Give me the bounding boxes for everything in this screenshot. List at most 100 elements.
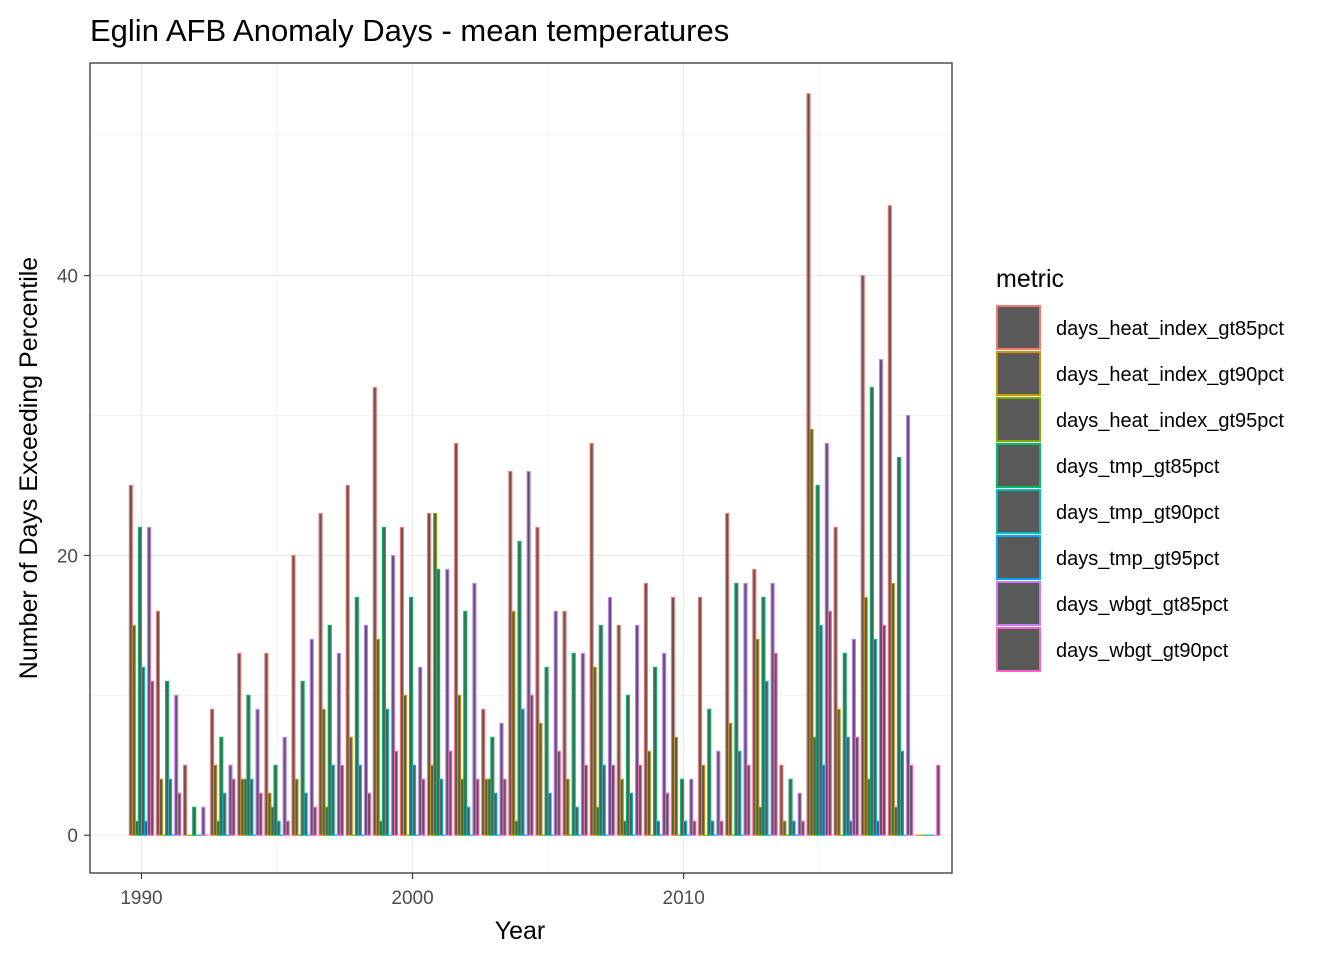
bar-days_heat_index_gt85pct-2008	[616, 624, 621, 836]
bar-days_heat_index_gt85pct-1997	[318, 512, 323, 836]
legend-label-days_wbgt_gt85pct: days_wbgt_gt85pct	[1056, 594, 1229, 616]
bar-days_heat_index_gt90pct-2016	[836, 708, 841, 836]
bar-days_tmp_gt85pct-1995	[273, 764, 278, 836]
bar-days_heat_index_gt85pct-1998	[345, 484, 350, 836]
bar-days_wbgt_gt90pct-2002	[475, 778, 480, 836]
bar-days_tmp_gt90pct-1998	[357, 764, 362, 836]
bar-days_wbgt_gt85pct-2018	[906, 414, 911, 836]
bar-days_wbgt_gt85pct-1996	[309, 638, 314, 836]
legend-label-days_tmp_gt90pct: days_tmp_gt90pct	[1056, 502, 1220, 524]
bar-days_heat_index_gt90pct-2012	[728, 722, 733, 836]
bar-days_wbgt_gt85pct-1999	[391, 554, 396, 836]
bar-days_heat_index_gt90pct-2005	[538, 722, 543, 836]
bar-days_wbgt_gt85pct-2002	[472, 582, 477, 836]
bar-days_tmp_gt90pct-2016	[845, 736, 850, 836]
bar-days_tmp_gt90pct-2013	[764, 680, 769, 836]
bar-days_wbgt_gt90pct-1994	[258, 792, 263, 836]
bar-days_wbgt_gt90pct-2000	[421, 778, 426, 836]
bar-days_tmp_gt85pct-2006	[571, 652, 576, 836]
legend-swatch-days_heat_index_gt95pct	[996, 397, 1041, 442]
bar-days_wbgt_gt90pct-2016	[854, 736, 860, 836]
bar-days_heat_index_gt85pct-2018	[887, 205, 892, 836]
bar-days_wbgt_gt90pct-2008	[638, 764, 643, 836]
bar-days_tmp_gt90pct-2006	[574, 806, 579, 836]
bar-days_tmp_gt85pct-2003	[490, 736, 495, 836]
legend-swatch-days_tmp_gt95pct	[996, 535, 1041, 580]
bar-days_heat_index_gt90pct-2013	[755, 638, 760, 836]
bar-days_wbgt_gt90pct-2006	[583, 764, 588, 836]
bar-days_tmp_gt90pct-2010	[683, 820, 688, 836]
bar-days_heat_index_gt85pct-2003	[481, 708, 486, 836]
bar-days_tmp_gt85pct-2011	[707, 708, 712, 836]
bar-days_heat_index_gt90pct-2010	[673, 736, 679, 836]
bar-days_wbgt_gt85pct-2005	[553, 610, 558, 836]
legend-swatch-days_wbgt_gt90pct	[996, 627, 1041, 672]
bar-days_wbgt_gt85pct-2017	[878, 359, 884, 836]
bar-days_heat_index_gt85pct-2010	[670, 596, 676, 836]
chart-title: Eglin AFB Anomaly Days - mean temperatur…	[90, 13, 729, 48]
bar-days_heat_index_gt85pct-2005	[535, 526, 540, 836]
bar-days_heat_index_gt85pct-2002	[454, 442, 459, 836]
bar-days_heat_index_gt90pct-1997	[321, 708, 326, 836]
legend-swatch-days_heat_index_gt90pct	[996, 351, 1041, 396]
x-tick-label: 1990	[120, 888, 162, 909]
bar-days_heat_index_gt85pct-2014	[779, 764, 784, 836]
y-axis-title: Number of Days Exceeding Percentile	[15, 257, 43, 679]
bar-days_heat_index_gt85pct-2000	[399, 526, 404, 836]
bar-days_heat_index_gt85pct-2006	[562, 610, 567, 836]
bar-days_heat_index_gt90pct-1998	[348, 736, 353, 836]
bar-days_tmp_gt90pct-2009	[655, 820, 661, 836]
bar-days_tmp_gt85pct-2012	[734, 582, 739, 836]
bar-days_tmp_gt90pct-2017	[872, 638, 877, 836]
bar-days_wbgt_gt90pct-1991	[177, 792, 182, 836]
bar-days_tmp_gt85pct-2005	[544, 666, 549, 836]
bar-days_tmp_gt90pct-1997	[330, 764, 335, 836]
bar-days_wbgt_gt85pct-1994	[255, 708, 260, 836]
bar-days_wbgt_gt85pct-1997	[336, 652, 341, 836]
bar-days_tmp_gt90pct-1995	[276, 820, 281, 836]
y-tick-label: 40	[57, 267, 78, 288]
legend-label-days_tmp_gt85pct: days_tmp_gt85pct	[1056, 456, 1220, 478]
x-axis: 1990 2000 2010	[120, 873, 705, 909]
bar-days_tmp_gt85pct-2014	[788, 778, 793, 836]
bar-days_wbgt_gt90pct-2005	[556, 750, 561, 836]
x-axis-title: Year	[495, 917, 546, 945]
bar-days_wbgt_gt90pct-2013	[773, 652, 778, 836]
bar-days_tmp_gt90pct-1991	[168, 778, 173, 836]
bar-days_tmp_gt90pct-2014	[791, 820, 796, 836]
bar-days_wbgt_gt85pct-1992	[201, 806, 206, 836]
bar-days_tmp_gt90pct-1999	[384, 708, 390, 836]
bar-days_wbgt_gt85pct-2014	[797, 792, 802, 836]
bar-days_tmp_gt85pct-1994	[246, 694, 251, 836]
bar-days_wbgt_gt85pct-2007	[607, 596, 613, 836]
bar-days_heat_index_gt85pct-2016	[833, 526, 838, 836]
x-tick-label: 2010	[663, 888, 705, 909]
bar-days_tmp_gt85pct-1991	[165, 680, 170, 836]
bar-days_heat_index_gt85pct-1999	[372, 387, 377, 836]
bar-days_tmp_gt90pct-1994	[249, 778, 254, 836]
bar-days_tmp_gt85pct-2004	[517, 540, 522, 836]
bar-days_tmp_gt85pct-1997	[327, 624, 332, 836]
legend-label-days_heat_index_gt90pct: days_heat_index_gt90pct	[1056, 364, 1284, 386]
bar-days_tmp_gt90pct-2008	[628, 792, 634, 836]
bar-days_wbgt_gt85pct-1998	[363, 624, 369, 836]
bar-days_wbgt_gt90pct-1993	[231, 778, 236, 836]
bar-days_heat_index_gt90pct-2007	[592, 666, 597, 836]
bar-days_heat_index_gt85pct-1994	[237, 652, 242, 836]
bar-days_tmp_gt85pct-1998	[354, 596, 359, 836]
bar-days_tmp_gt85pct-2001	[436, 568, 441, 836]
bar-days_wbgt_gt85pct-2000	[418, 666, 423, 836]
bar-days_heat_index_gt85pct-1996	[291, 554, 296, 836]
bar-days_heat_index_gt90pct-1991	[158, 778, 164, 836]
legend-swatch-days_heat_index_gt85pct	[996, 305, 1041, 350]
bar-days_tmp_gt85pct-1996	[300, 680, 305, 836]
bar-days_wbgt_gt90pct-2007	[610, 764, 616, 836]
bar-days_heat_index_gt85pct-2017	[860, 275, 865, 836]
bar-days_heat_index_gt90pct-2011	[701, 764, 706, 836]
bar-days_wbgt_gt90pct-2003	[502, 778, 507, 836]
bar-days_heat_index_gt90pct-2006	[565, 778, 570, 836]
bar-days_wbgt_gt85pct-2009	[662, 652, 667, 836]
bar-days_tmp_gt90pct-1993	[222, 792, 227, 836]
legend-label-days_tmp_gt95pct: days_tmp_gt95pct	[1056, 548, 1220, 570]
bar-days_wbgt_gt90pct-2018	[909, 764, 914, 836]
